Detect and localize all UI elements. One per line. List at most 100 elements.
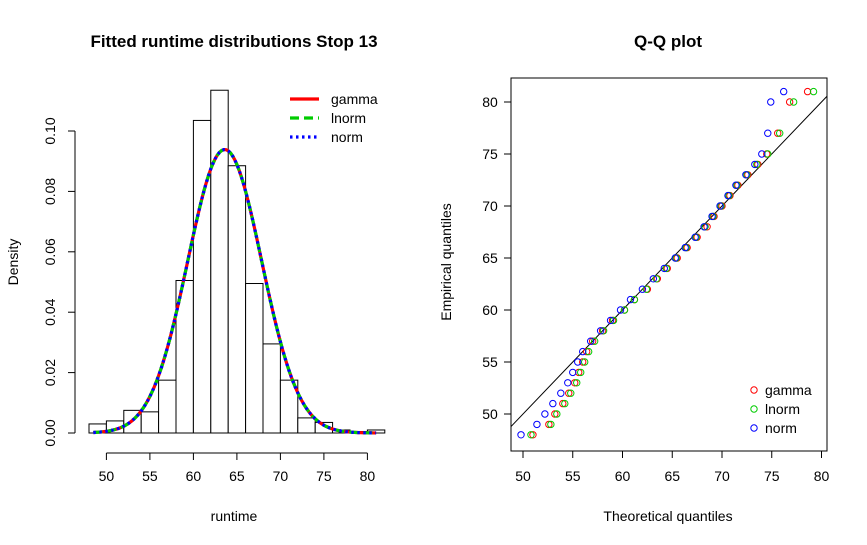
legend-label-norm: norm — [331, 129, 363, 145]
qq-x-tick-label: 55 — [565, 468, 581, 484]
qq-legend-label-gamma: gamma — [765, 382, 812, 398]
qq-point-gamma — [588, 337, 597, 345]
qq-point-norm — [660, 264, 668, 273]
histogram-legend: gamma lnorm norm — [290, 91, 378, 145]
qq-x-tick-label: 70 — [714, 468, 730, 484]
qq-point-norm — [649, 275, 658, 283]
qq-point-norm — [671, 254, 679, 262]
histogram-bar — [245, 283, 264, 434]
qq-point-norm — [616, 306, 625, 314]
qq-point-lnorm — [547, 420, 555, 429]
qq-point-lnorm — [553, 410, 561, 418]
qq-x-tick-label: 65 — [664, 468, 680, 484]
qq-point-lnorm — [776, 129, 784, 137]
qq-point-gamma — [565, 389, 573, 397]
qq-point-norm — [638, 285, 647, 293]
histogram-x-axis-label: runtime — [211, 508, 258, 524]
fitted-curves — [93, 147, 377, 435]
x-tick-label: 50 — [99, 468, 115, 484]
qq-point-norm — [606, 316, 615, 325]
qq-point-norm — [700, 223, 708, 231]
histogram-bar — [262, 343, 281, 434]
qq-point-lnorm — [652, 275, 661, 283]
qq-point-lnorm — [630, 295, 639, 304]
qq-point-lnorm — [567, 389, 575, 397]
qq-x-axis: 50 55 60 65 70 75 80 — [515, 451, 829, 484]
qq-point-norm — [751, 160, 759, 169]
qq-point-lnorm — [789, 98, 798, 106]
x-tick-label: 60 — [186, 468, 202, 484]
x-tick-label: 75 — [316, 468, 332, 484]
qq-point-norm — [574, 358, 582, 366]
qq-point-gamma — [529, 431, 537, 439]
x-tick-label: 65 — [229, 468, 245, 484]
y-tick-label: 0.02 — [42, 359, 58, 386]
qq-x-axis-label: Theoretical quantiles — [603, 508, 732, 524]
qq-point-lnorm — [577, 368, 585, 377]
qq-legend-marker-gamma — [750, 386, 758, 394]
histogram-title: Fitted runtime distributions Stop 13 — [90, 32, 377, 51]
qq-x-tick-label: 80 — [814, 468, 830, 484]
y-tick-label: 0.04 — [42, 298, 58, 325]
qq-point-norm — [533, 420, 541, 429]
qq-point-gamma — [579, 358, 587, 366]
qq-point-norm — [579, 347, 587, 356]
y-tick-label: 0.06 — [42, 238, 58, 265]
histogram-y-axis-label: Density — [5, 239, 21, 286]
histogram-bars — [88, 89, 386, 434]
qq-y-tick-label: 55 — [482, 354, 498, 370]
qq-point-gamma — [551, 410, 559, 418]
qq-point-gamma — [774, 129, 782, 137]
legend-label-lnorm: lnorm — [331, 110, 366, 126]
qq-point-lnorm — [753, 160, 761, 169]
qq-point-gamma — [545, 420, 553, 429]
qq-point-gamma — [571, 379, 579, 387]
histogram-bar — [140, 411, 160, 434]
qq-point-lnorm — [527, 431, 535, 439]
y-tick-label: 0.10 — [42, 117, 58, 144]
qq-point-norm — [732, 181, 740, 189]
qq-point-gamma — [582, 347, 591, 356]
qq-point-norm — [779, 87, 788, 96]
qq-point-norm — [569, 368, 577, 377]
qq-y-tick-label: 60 — [482, 302, 498, 318]
qq-point-norm — [764, 129, 772, 137]
histogram-x-axis: 50 55 60 65 70 75 80 — [99, 452, 375, 484]
qq-point-lnorm — [573, 379, 581, 387]
histogram-bar — [227, 165, 247, 434]
qq-point-norm — [691, 233, 699, 241]
qq-legend-marker-lnorm — [750, 405, 758, 413]
qq-y-tick-label: 65 — [482, 250, 498, 266]
qq-point-norm — [681, 243, 689, 252]
qq-point-norm — [549, 399, 557, 408]
qq-point-gamma — [785, 98, 794, 106]
qq-legend: gamma lnorm norm — [750, 382, 812, 436]
qq-point-lnorm — [620, 306, 629, 314]
qq-plot-frame — [510, 77, 828, 452]
histogram-bar — [158, 379, 177, 434]
qq-point-norm — [708, 212, 716, 221]
qq-plot-title: Q-Q plot — [634, 32, 702, 51]
qq-y-tick-label: 80 — [482, 94, 498, 110]
qq-plot-panel: Q-Q plot 50 55 60 65 70 75 80 50 55 60 65 70 75 80 T… — [438, 32, 829, 524]
qq-point-lnorm — [662, 264, 670, 273]
qq-point-lnorm — [590, 337, 599, 345]
y-tick-label: 0.00 — [42, 419, 58, 446]
qq-point-lnorm — [642, 285, 651, 293]
qq-point-norm — [626, 295, 635, 304]
qq-point-norm — [758, 150, 766, 158]
qq-point-lnorm — [580, 358, 589, 366]
histogram-bar — [192, 119, 212, 434]
fit-curve-norm — [93, 147, 377, 435]
qq-x-tick-label: 75 — [764, 468, 780, 484]
qq-legend-label-norm: norm — [765, 420, 797, 436]
qq-point-norm — [742, 171, 750, 179]
qq-point-norm — [586, 337, 595, 345]
qq-point-lnorm — [609, 316, 618, 325]
qq-legend-label-lnorm: lnorm — [765, 401, 800, 417]
qq-point-norm — [596, 327, 605, 335]
qq-point-norm — [541, 410, 549, 418]
qq-points — [517, 87, 818, 439]
qq-point-lnorm — [809, 87, 818, 96]
